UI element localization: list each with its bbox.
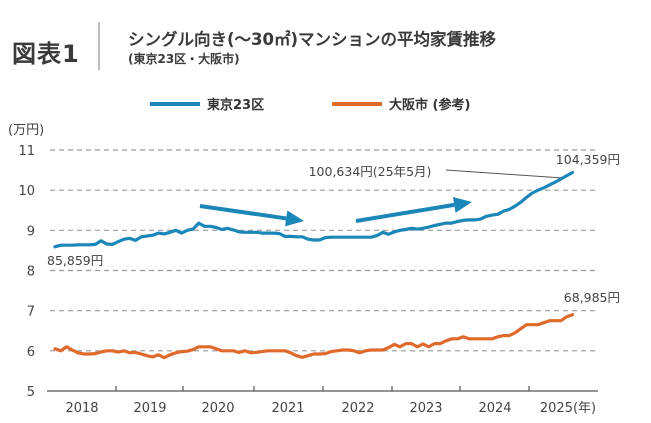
y-tick-label: 5 [27, 385, 35, 400]
chart-title: シングル向き(〜30㎡)マンションの平均家賃推移 [128, 30, 497, 49]
x-tick-label: 2019 [133, 401, 166, 416]
annotation-osaka-end: 68,985円 [564, 290, 620, 305]
y-tick-label: 8 [27, 265, 35, 280]
y-tick-label: 10 [18, 184, 35, 199]
x-axis: 2018 2019 2020 2021 2022 2023 2024 2025(年) [47, 386, 598, 416]
arrow-head [452, 197, 472, 213]
arrow-shaft [199, 204, 287, 221]
gridlines [50, 149, 598, 352]
arrow-head [285, 210, 304, 227]
legend-label-osaka: 大阪市 (参考) [389, 97, 470, 113]
x-tick-label: 2025(年) [540, 401, 596, 416]
x-tick-label: 2024 [478, 401, 511, 416]
arrow-shaft [355, 202, 455, 223]
x-tick-label: 2020 [201, 401, 234, 416]
annotation-tokyo-may2025: 100,634円(25年5月) [309, 164, 432, 179]
annotations: 85,859円 100,634円(25年5月) 104,359円 68,985円 [47, 152, 620, 305]
y-tick-label: 6 [27, 345, 35, 360]
series-line-osaka [53, 313, 575, 360]
y-tick-label: 9 [27, 224, 35, 239]
legend: 東京23区 大阪市 (参考) [150, 97, 470, 113]
annotation-tokyo-end: 104,359円 [556, 152, 620, 167]
y-tick-label: 7 [27, 305, 35, 320]
x-tick-label: 2022 [341, 401, 374, 416]
annotation-leader-line [445, 169, 562, 179]
figure-label: 図表1 [12, 40, 80, 68]
x-tick-label: 2021 [271, 401, 304, 416]
arrow-decline-icon [199, 204, 304, 227]
series-line-tokyo [53, 170, 575, 249]
trend-arrows [199, 197, 472, 227]
series-lines [53, 170, 575, 360]
y-axis-ticks: 5 6 7 8 9 10 11 [18, 144, 35, 400]
annotation-tokyo-start: 85,859円 [47, 253, 103, 268]
x-tick-label: 2023 [409, 401, 442, 416]
arrow-rise-icon [355, 197, 472, 223]
y-axis-unit-label: (万円) [8, 123, 44, 138]
title-divider [98, 22, 100, 70]
y-tick-label: 11 [18, 144, 35, 159]
chart-subtitle: (東京23区・大阪市) [128, 52, 240, 66]
legend-label-tokyo: 東京23区 [207, 97, 264, 113]
x-tick-label: 2018 [65, 401, 98, 416]
